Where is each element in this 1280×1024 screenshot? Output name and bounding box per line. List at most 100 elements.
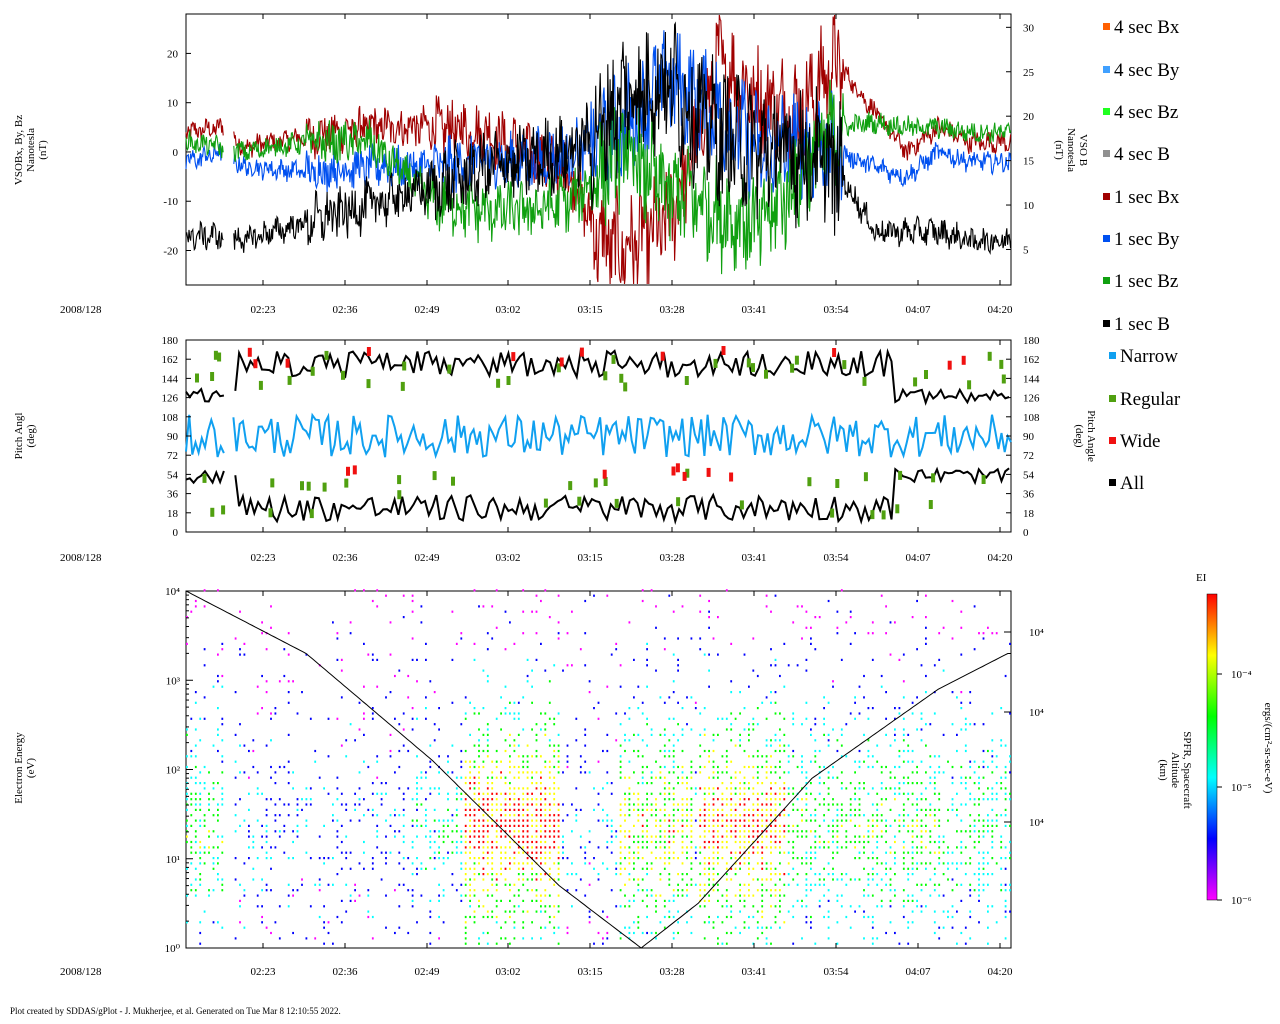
spectrogram-cell (1009, 771, 1011, 774)
spectrogram-cell (553, 926, 556, 929)
spectrogram-cell (686, 798, 688, 801)
spectrogram-cell (363, 867, 365, 870)
spectrogram-cell (929, 776, 932, 779)
spectrogram-cell (526, 776, 529, 779)
spectrogram-cell (978, 776, 980, 779)
spectrogram-cell (540, 771, 542, 774)
spectrogram-cell (270, 798, 272, 801)
spectrogram-cell (513, 642, 516, 645)
spectrogram-cell (203, 846, 206, 849)
spectrogram-cell (730, 642, 733, 645)
spectrogram-cell (814, 760, 817, 763)
spectrogram-cell (478, 846, 480, 849)
spectrogram-cell (287, 857, 290, 860)
spectrogram-cell (376, 755, 379, 758)
spectrogram-cell (708, 883, 710, 886)
spectrogram-cell (721, 792, 724, 795)
spectrogram-cell (646, 648, 648, 651)
spectrogram-cell (261, 707, 263, 710)
spectrogram-cell (624, 792, 626, 795)
spectrogram-cell (885, 862, 887, 865)
spectrogram-cell (995, 755, 998, 758)
spectrogram-cell (451, 840, 454, 844)
spectrogram-cell (956, 749, 958, 753)
spectrogram-cell (805, 792, 808, 795)
spectrogram-cell (389, 691, 392, 694)
spectrogram-cell (677, 808, 679, 811)
spectrogram-cell (677, 658, 679, 661)
spectrogram-cell (482, 814, 485, 817)
spectrogram-cell (854, 857, 856, 860)
spectrogram-cell (274, 771, 277, 774)
spectrogram-cell (186, 792, 188, 795)
spectrogram-cell (827, 915, 830, 919)
spectrogram-cell (765, 878, 768, 881)
spectrogram-cell (486, 803, 489, 806)
spectrogram-x-tick-label: 03:28 (659, 966, 685, 978)
spectrogram-cell (540, 782, 542, 785)
spectrogram-cell (394, 814, 396, 817)
spectrogram-cell (779, 926, 781, 929)
spectrogram-cell (371, 915, 374, 919)
spectrogram-cell (748, 830, 750, 833)
spectrogram-cell (522, 696, 525, 699)
legend-swatch (1103, 277, 1110, 285)
spectrogram-cell (956, 867, 958, 870)
spectrogram-cell (792, 755, 795, 758)
spectrogram-cell (500, 808, 502, 811)
spectrogram-cell (920, 712, 923, 715)
pitch-right-y-tick-label: 90 (1023, 431, 1035, 443)
pitch-regular-mark (447, 364, 452, 374)
spectrogram-cell (686, 846, 688, 849)
spectrogram-cell (907, 873, 910, 876)
spectrogram-cell (504, 814, 507, 817)
spectrogram-cell (703, 733, 706, 736)
spectrogram-cell (911, 830, 914, 833)
spectrogram-cell (699, 712, 702, 715)
spectrogram-cell (739, 835, 741, 838)
spectrogram-cell (217, 921, 219, 924)
spectrogram-cell (416, 873, 418, 876)
spectrogram-cell (703, 937, 706, 940)
spectrogram-cell (849, 712, 852, 715)
spectrogram-cell (194, 599, 197, 603)
spectrogram-cell (540, 862, 542, 865)
spectrogram-cell (619, 889, 622, 892)
spectrogram-cell (668, 915, 671, 919)
spectrogram-cell (743, 814, 746, 817)
spectrogram-cell (681, 862, 684, 865)
spectrogram-cell (217, 803, 219, 806)
spectrogram-cell (801, 857, 803, 860)
spectrogram-cell (916, 846, 918, 849)
spectrogram-cell (898, 712, 901, 715)
spectrogram-cell (774, 840, 777, 844)
pitch-wide-mark (247, 347, 252, 357)
spectrogram-cell (916, 819, 918, 822)
spectrogram-cell (880, 905, 883, 908)
spectrogram-cell (504, 867, 507, 870)
spectrogram-cell (814, 857, 817, 860)
spectrogram-cell (672, 653, 675, 656)
spectrogram-cell (248, 846, 250, 849)
spectrogram-cell (624, 846, 626, 849)
spectrogram-cell (376, 605, 379, 608)
spectrogram-cell (889, 878, 892, 881)
spectrogram-cell (827, 771, 830, 774)
spectrogram-cell (871, 824, 874, 827)
spectrogram-cell (478, 942, 480, 945)
field-right-axis-title-2: Nanotesla (1065, 128, 1077, 172)
spectrogram-cell (641, 765, 644, 769)
spectrogram-cell (739, 803, 741, 806)
spectrogram-cell (708, 867, 710, 870)
spectrogram-cell (469, 840, 471, 844)
spectrogram-cell (619, 808, 622, 811)
spectrogram-cell (641, 899, 644, 902)
spectrogram-cell (871, 621, 874, 624)
spectrogram-cell (659, 857, 662, 860)
spectrogram-cell (495, 878, 498, 881)
spectrogram-cell (752, 878, 755, 881)
spectrogram-cell (717, 846, 719, 849)
spectrogram-cell (637, 835, 640, 838)
spectrogram-cell (730, 787, 733, 790)
spectrogram-cell (548, 792, 551, 795)
